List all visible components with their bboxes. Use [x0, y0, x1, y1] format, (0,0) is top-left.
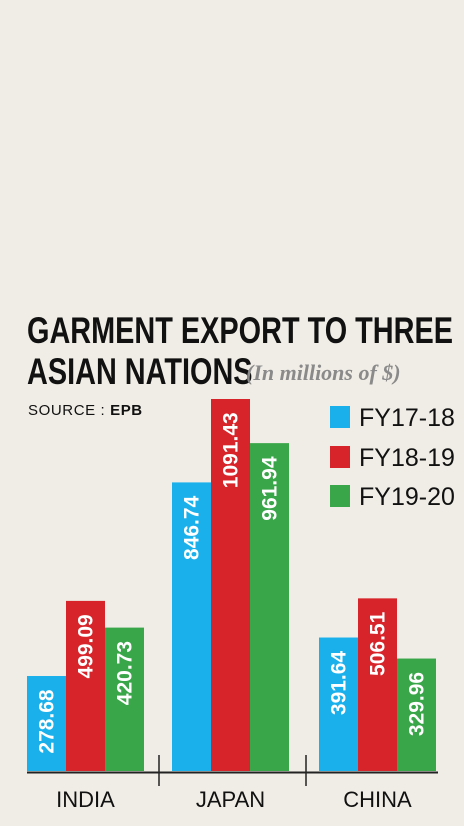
category-label-japan: JAPAN	[196, 787, 265, 812]
value-label-japan-fy18-19: 1091.43	[220, 412, 243, 488]
bar-china-fy17-18	[319, 637, 358, 771]
bar-japan-fy18-19	[211, 399, 250, 771]
source-label: SOURCE :	[28, 402, 106, 419]
value-label-china-fy19-20: 329.96	[406, 672, 429, 736]
legend-label-fy19-20: FY19-20	[359, 483, 455, 511]
category-label-china: CHINA	[343, 787, 412, 812]
value-label-india-fy17-18: 278.68	[36, 689, 59, 754]
chart-title-line2: ASIAN NATIONS	[27, 351, 253, 392]
value-label-india-fy19-20: 420.73	[114, 641, 137, 705]
bar-india-fy18-19	[66, 600, 105, 771]
value-label-china-fy18-19: 506.51	[367, 611, 390, 676]
bar-india-fy17-18	[27, 676, 66, 771]
value-label-china-fy17-18: 391.64	[328, 651, 351, 716]
source-value: EPB	[110, 402, 143, 419]
value-label-japan-fy17-18: 846.74	[181, 495, 204, 560]
bar-china-fy18-19	[358, 598, 397, 771]
bar-india-fy19-20	[105, 627, 144, 771]
chart-title-line1: GARMENT EXPORT TO THREE	[27, 310, 453, 351]
value-label-japan-fy19-20: 961.94	[259, 456, 282, 521]
category-label-india: INDIA	[56, 787, 115, 812]
legend-label-fy18-19: FY18-19	[359, 444, 455, 472]
source-line: SOURCE : EPB	[28, 402, 143, 419]
value-label-india-fy18-19: 499.09	[75, 614, 98, 678]
legend-swatch-fy19-20	[330, 485, 350, 507]
bar-china-fy19-20	[397, 658, 436, 771]
legend-swatch-fy18-19	[330, 446, 350, 468]
legend-swatch-fy17-18	[330, 406, 350, 428]
bar-japan-fy17-18	[172, 482, 211, 771]
bar-japan-fy19-20	[250, 443, 289, 771]
chart-subtitle: (In millions of $)	[246, 360, 401, 385]
legend-label-fy17-18: FY17-18	[359, 404, 455, 432]
